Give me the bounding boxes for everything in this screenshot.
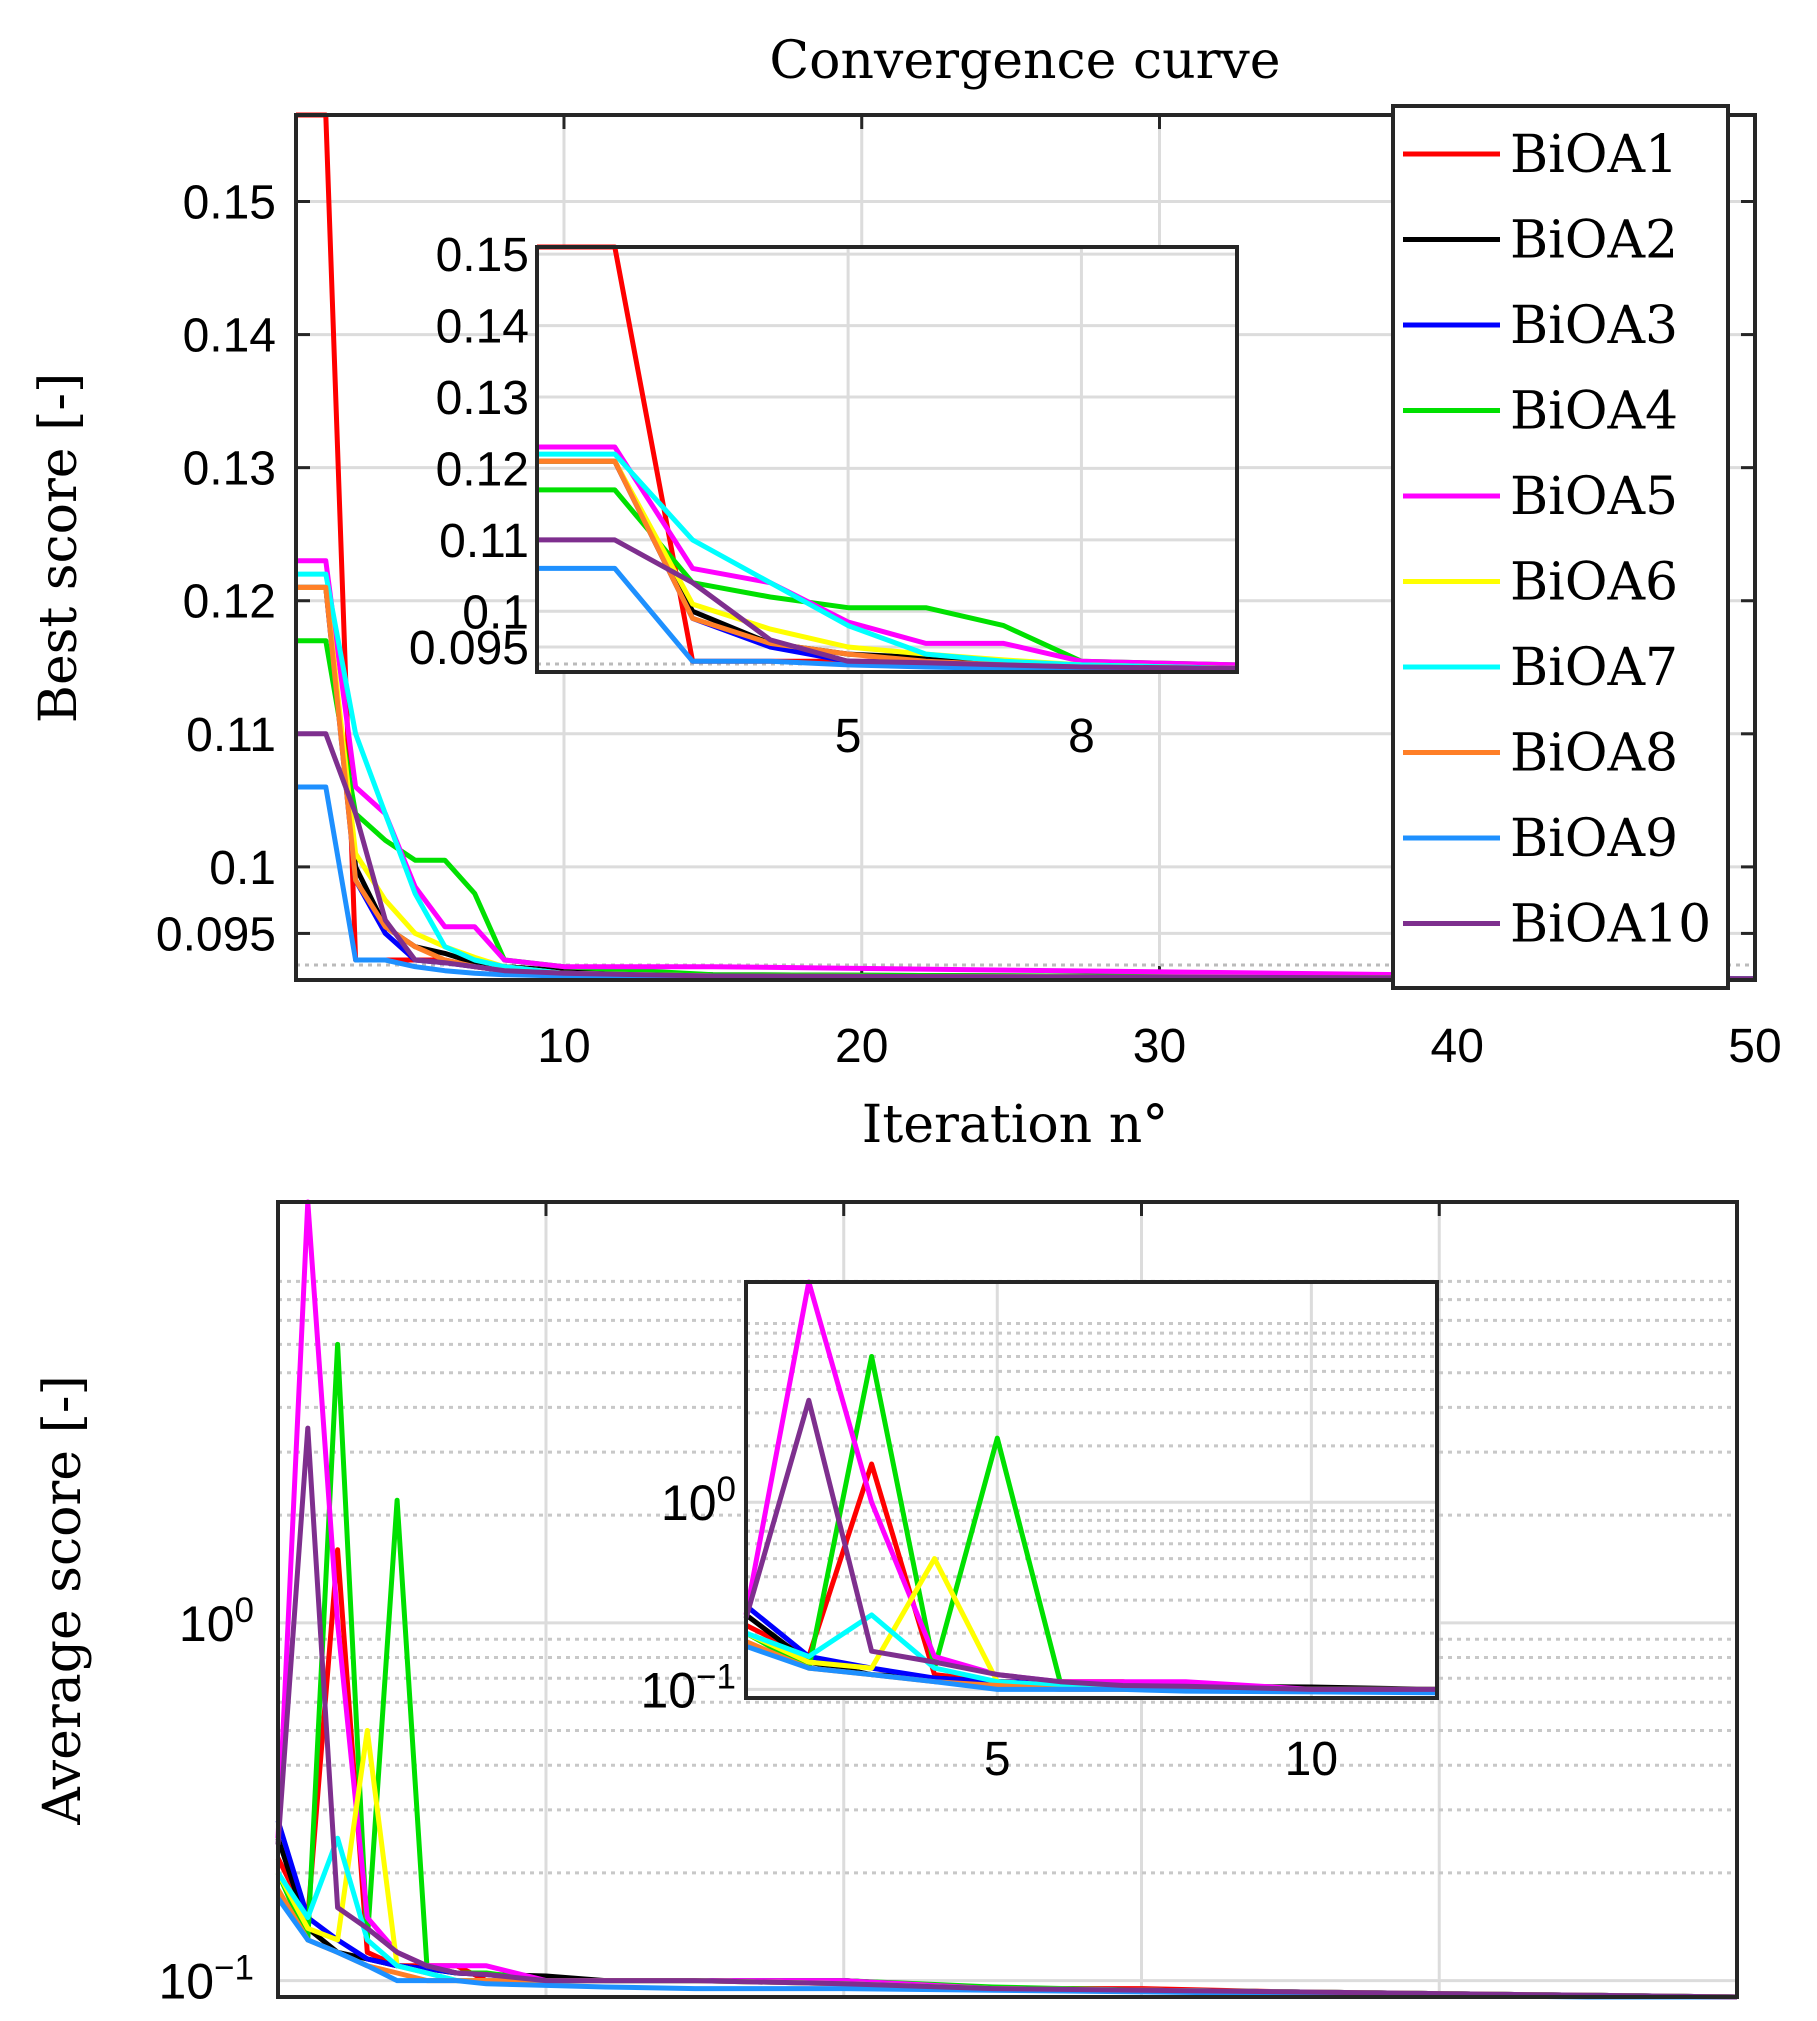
series-line-bioa10 xyxy=(296,731,1756,982)
legend-label: BiOA5 xyxy=(1510,467,1678,527)
bottom-y-tick-label: 10−1 xyxy=(158,1948,254,2010)
top-inset-frame xyxy=(535,245,1239,674)
inset-series-line-bioa7 xyxy=(537,451,1238,671)
chart-title: Convergence curve xyxy=(769,31,1280,91)
top-x-tick-label: 20 xyxy=(835,1020,888,1073)
inset-x-tick-label: 8 xyxy=(1068,710,1095,763)
legend-label: BiOA10 xyxy=(1510,895,1711,955)
top-plot-frame xyxy=(294,113,1757,982)
legend-label: BiOA8 xyxy=(1510,724,1678,784)
bottom-y-axis-label: Average score [-] xyxy=(33,1375,93,1825)
bottom-inset-series-group xyxy=(743,1279,1438,1696)
top-y-tick-label: 0.11 xyxy=(186,709,276,762)
top-y-axis-label: Best score [-] xyxy=(29,373,89,724)
bottom-series-line-bioa10 xyxy=(275,1425,1738,2000)
inset-y-tick-label: 0.095 xyxy=(409,622,529,675)
inset-y-tick-label: 0.11 xyxy=(439,515,529,568)
top-inset-series-group xyxy=(537,244,1238,673)
inset-series-line-bioa5 xyxy=(537,444,1238,668)
legend-box xyxy=(1391,104,1730,990)
inset-series-line-bioa4 xyxy=(537,487,1238,668)
top-y-tick-label: 0.15 xyxy=(183,177,276,230)
legend-label: BiOA9 xyxy=(1510,809,1678,869)
bottom-inset-x-tick-label: 5 xyxy=(984,1733,1011,1786)
top-y-tick-label: 0.095 xyxy=(156,908,276,961)
legend-label: BiOA3 xyxy=(1510,296,1678,356)
legend: BiOA1 BiOA2 BiOA3 BiOA4 BiOA5 BiOA6 BiOA7 BiOA8… xyxy=(1391,104,1730,990)
bottom-inset-series-line-bioa9 xyxy=(745,1643,1438,1696)
bottom-series-group xyxy=(275,1199,1738,2000)
top-series-group xyxy=(296,112,1756,982)
top-x-tick-label: 30 xyxy=(1133,1020,1186,1073)
top-y-tick-label: 0.13 xyxy=(183,443,276,496)
top-x-tick-label: 40 xyxy=(1431,1020,1484,1073)
bottom-inset-y-tick-label: 100 xyxy=(661,1470,736,1532)
legend-label: BiOA6 xyxy=(1510,553,1678,613)
bottom-inset-x-tick-label: 10 xyxy=(1285,1733,1338,1786)
inset-y-tick-label: 0.13 xyxy=(436,372,529,425)
bottom-inset-y-tick-label: 10−1 xyxy=(640,1657,736,1719)
inset-y-tick-label: 0.15 xyxy=(436,229,529,282)
top-x-tick-label: 50 xyxy=(1728,1020,1781,1073)
top-y-tick-label: 0.1 xyxy=(209,842,276,895)
inset-y-tick-label: 0.1 xyxy=(462,586,529,639)
inset-y-tick-label: 0.14 xyxy=(436,301,529,354)
top-y-tick-label: 0.12 xyxy=(183,576,276,629)
top-x-tick-label: 10 xyxy=(537,1020,590,1073)
legend-label: BiOA1 xyxy=(1510,125,1678,185)
series-line-bioa5 xyxy=(296,558,1756,982)
inset-y-tick-label: 0.12 xyxy=(436,443,529,496)
bottom-y-tick-label: 100 xyxy=(179,1590,254,1652)
top-y-tick-label: 0.14 xyxy=(183,310,276,363)
legend-label: BiOA2 xyxy=(1510,211,1678,271)
inset-series-line-bioa10 xyxy=(537,537,1238,671)
top-x-axis-label: Iteration n° xyxy=(862,1095,1168,1155)
bottom-inset-series-line-bioa10 xyxy=(743,1397,1437,1692)
bottom-plot-frame xyxy=(276,1200,1739,1999)
legend-label: BiOA7 xyxy=(1510,638,1678,698)
inset-series-line-bioa9 xyxy=(537,565,1238,673)
bottom-inset-frame xyxy=(744,1280,1439,1700)
inset-x-tick-label: 5 xyxy=(835,710,862,763)
legend-label: BiOA4 xyxy=(1510,382,1678,442)
